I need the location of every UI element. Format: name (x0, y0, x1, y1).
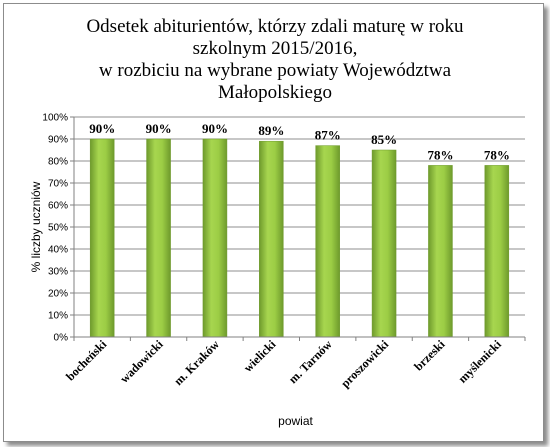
bar (428, 165, 453, 338)
bar (146, 138, 171, 338)
gridlines (74, 116, 525, 316)
x-axis-categories: bocheński wadowicki m. Kraków wielicki m. Ta… (63, 337, 526, 391)
x-tick-label: myślenicki (455, 337, 504, 386)
x-tick-label: m. Kraków (171, 337, 222, 388)
x-tick-label: brzeski (411, 337, 448, 374)
bar (259, 140, 284, 338)
chart-title-line: szkolnym 2015/2016, (192, 38, 358, 59)
y-axis-label: % liczby uczniów (29, 181, 43, 272)
data-label: 89% (258, 123, 284, 138)
bars (89, 138, 510, 338)
data-label: 78% (484, 147, 510, 162)
chart-title-line: Małopolskiego (218, 82, 332, 103)
bar (371, 149, 397, 338)
y-tick-label: 10% (48, 311, 68, 322)
x-tick-label: wielicki (241, 337, 279, 375)
x-axis-label: powiat (278, 414, 313, 428)
bar (484, 165, 510, 338)
chart-title-line: w rozbiciu na wybrane powiaty Województw… (98, 60, 452, 81)
x-tick-label: m. Tarnów (286, 337, 335, 386)
y-tick-label: 50% (48, 223, 68, 234)
x-tick-label: proszowicki (338, 337, 392, 391)
bar (202, 138, 228, 338)
data-label: 85% (371, 132, 397, 147)
data-label: 90% (202, 121, 228, 136)
y-axis-ticks: 0% 10% 20% 30% 40% 50% 60% 70% 80% 90% 100% (42, 113, 74, 344)
data-label: 90% (146, 121, 172, 136)
y-tick-label: 60% (48, 201, 68, 212)
bar (89, 138, 115, 338)
y-tick-label: 20% (48, 289, 68, 300)
data-label: 87% (315, 128, 341, 143)
y-tick-label: 80% (48, 157, 68, 168)
data-label: 78% (427, 147, 453, 162)
y-tick-label: 100% (42, 113, 68, 124)
bar (315, 145, 340, 338)
chart-title-line: Odsetek abiturientów, którzy zdali matur… (86, 16, 464, 37)
y-tick-label: 90% (48, 135, 68, 146)
data-label: 90% (89, 121, 115, 136)
y-tick-label: 0% (54, 333, 69, 344)
y-tick-label: 30% (48, 267, 68, 278)
y-tick-label: 40% (48, 245, 68, 256)
x-tick-label: bocheński (63, 337, 110, 384)
x-tick-label: wadowicki (117, 337, 166, 386)
y-tick-label: 70% (48, 179, 68, 190)
data-labels: 90% 90% 90% 89% 87% 85% 78% 78% (89, 121, 510, 162)
chart-title: Odsetek abiturientów, którzy zdali matur… (0, 16, 550, 104)
